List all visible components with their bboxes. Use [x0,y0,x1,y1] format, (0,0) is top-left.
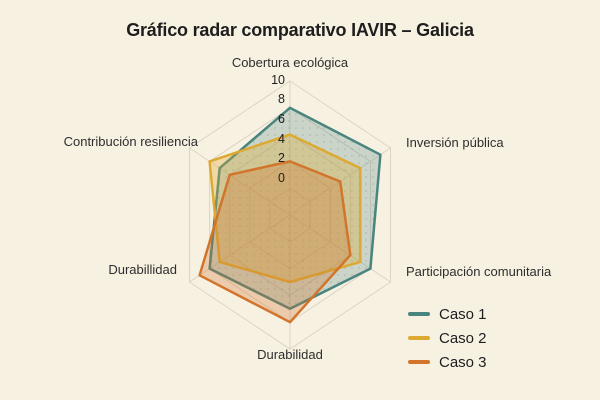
legend-swatch-caso-2 [408,336,430,340]
radial-tick-10: 10 [271,73,285,87]
radial-tick-6: 6 [278,112,285,126]
axis-label-cobertura-ecologica: Cobertura ecológica [231,55,349,70]
legend-item-caso-1[interactable]: Caso 1 [408,302,487,326]
radial-tick-4: 4 [278,132,285,146]
legend-label-caso-2: Caso 2 [439,329,487,347]
radial-tick-0: 0 [278,171,285,185]
legend-item-caso-2[interactable]: Caso 2 [408,326,487,350]
legend-item-caso-3[interactable]: Caso 3 [408,350,487,374]
series-outline-2 [208,133,362,284]
radial-tick-8: 8 [278,92,285,106]
legend-label-caso-1: Caso 1 [439,305,487,323]
series-outline-3 [198,160,352,324]
series-outline-1 [208,106,382,311]
axis-label-durabilidad: Durabilidad [257,347,323,362]
axis-label-participacion-comunitaria: Participación comunitaria [406,264,552,279]
legend-swatch-caso-1 [408,312,430,316]
radial-tick-2: 2 [278,151,285,165]
axis-label-contribucion-resiliencia: Contribución resiliencia [63,134,198,149]
axis-label-inversion-publica: Inversión pública [406,135,504,150]
chart-title: Gráfico radar comparativo IAVIR – Galici… [126,20,474,40]
legend: Caso 1 Caso 2 Caso 3 [408,302,487,374]
axis-label-durabillidad: Durabillidad [108,262,177,277]
legend-swatch-caso-3 [408,360,430,364]
series-fill-3 [199,161,351,323]
legend-label-caso-3: Caso 3 [439,353,487,371]
